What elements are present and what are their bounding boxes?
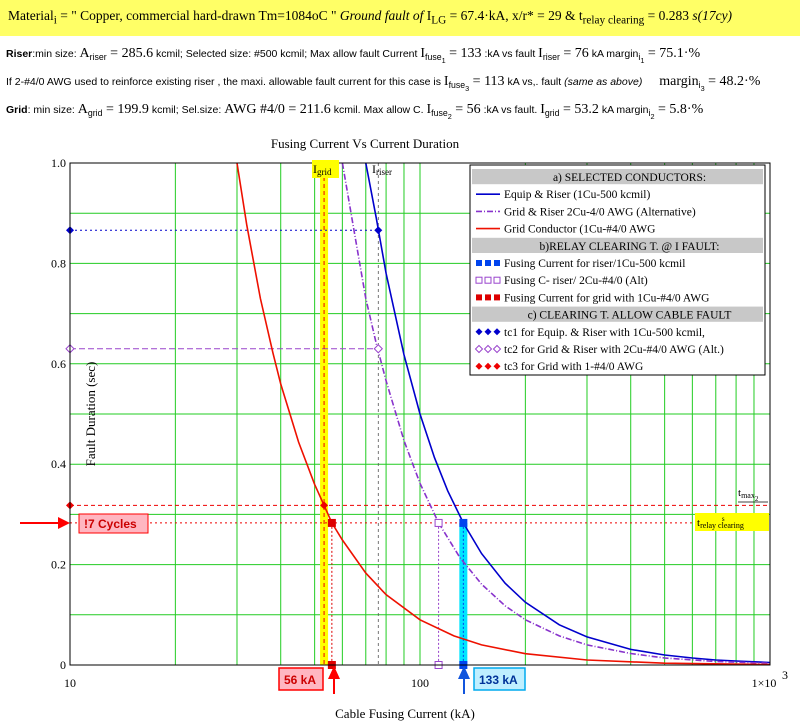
ka133-label-box — [473, 667, 526, 691]
cable-fault-marker — [373, 344, 383, 354]
tick-labels: 0 0.2 0.4 0.6 0.8 1.0 10 100 1×10 3 — [51, 156, 788, 690]
legend-swatch — [483, 344, 493, 354]
reference-lines — [70, 163, 770, 665]
legend-swatch — [475, 276, 483, 284]
legend-entry: tc2 for Grid & Riser with 2Cu-#4/0 AWG (… — [504, 344, 724, 356]
y-tick-label: 0 — [60, 658, 66, 672]
legend-swatch — [485, 260, 491, 266]
legend-entry: tc3 for Grid with 1-#4/0 AWG — [504, 361, 643, 373]
legend-entry: Fusing Current for grid with 1Cu-#4/0 AW… — [504, 292, 709, 304]
y-tick-label: 1.0 — [51, 156, 66, 170]
legend-swatch — [475, 328, 483, 336]
ka133-arrow-head — [458, 666, 470, 679]
grid-label: Grid — [6, 104, 28, 116]
legend-swatch — [476, 294, 482, 301]
y-axis-label: Fault Duration (sec) — [83, 362, 98, 467]
cable-fault-marker — [320, 501, 329, 510]
highlight-bands — [320, 163, 468, 665]
tmax-label: tmax2 — [738, 487, 759, 503]
relay-marker-alt — [434, 518, 443, 527]
series-line — [365, 162, 771, 664]
legend-swatch — [493, 328, 501, 336]
ka56-label-box — [278, 667, 324, 691]
x-tick-label: 100 — [411, 676, 429, 690]
legend-swatch — [474, 344, 484, 354]
legend-box — [469, 164, 766, 376]
legend-entry: tc1 for Equip. & Riser with 1Cu-500 kcmi… — [504, 327, 705, 339]
legend-swatch — [475, 362, 483, 370]
igrid-band — [320, 163, 329, 665]
material-label: Material — [8, 8, 54, 23]
plot-frame — [69, 162, 771, 666]
riser-row: Riser:min size: Ariser = 285.6 kcmil; Se… — [6, 46, 701, 65]
series-line — [236, 162, 771, 666]
x-tick-label: 1×10 — [752, 676, 777, 690]
relay-marker — [459, 518, 468, 527]
cycles-label-box — [78, 513, 149, 534]
legend-header: c) CLEARING T. ALLOW CABLE FAULT — [528, 310, 732, 322]
legend-swatch — [484, 362, 492, 370]
relay-cycles: s(17cy) — [692, 8, 733, 23]
legend-header: b)RELAY CLEARING T. @ I FAULT: — [540, 241, 720, 253]
cable-fault-marker — [374, 226, 383, 235]
ground-fault-label: Ground fault of — [339, 8, 424, 23]
legend-swatch — [485, 294, 491, 301]
legend-entry: Fusing C- riser/ 2Cu-#4/0 (Alt) — [504, 275, 648, 287]
legend-swatch — [493, 362, 501, 370]
x-tick-label: 10 — [64, 676, 76, 690]
ka133-label: 133 kA — [479, 673, 518, 687]
igrid-label: Igrid — [313, 162, 332, 177]
y-tick-label: 0.8 — [51, 256, 66, 270]
riser-fuse-band — [459, 522, 468, 665]
grid-row: Grid: min size: Agrid = 199.9 kcmil; Sel… — [6, 102, 704, 121]
trelay-label: trelay clearings — [697, 515, 744, 530]
cycles-arrow-head — [58, 517, 70, 529]
x-tick-exponent: 3 — [782, 668, 788, 682]
legend-entry: Grid & Riser 2Cu-4/0 AWG (Alternative) — [504, 206, 696, 218]
legend-swatch — [493, 276, 501, 284]
chart-legend: a) SELECTED CONDUCTORS: Equip & Riser (1C… — [469, 164, 766, 376]
legend-swatch — [484, 276, 492, 284]
legend-header-bg — [472, 306, 763, 322]
trelay-label-bg — [695, 513, 769, 531]
legend-header-bg — [472, 237, 763, 253]
ka56-label: 56 kA — [284, 673, 316, 687]
alt-row: If 2-#4/0 AWG used to reinforce existing… — [6, 74, 761, 93]
legend-swatch — [492, 344, 502, 354]
y-tick-label: 0.2 — [51, 558, 66, 572]
series-curves — [236, 162, 771, 666]
legend-header: a) SELECTED CONDUCTORS: — [553, 172, 706, 184]
chart-title: Fusing Current Vs Current Duration — [271, 136, 460, 151]
riser-label: Riser — [6, 48, 33, 60]
legend-header-bg — [472, 169, 763, 185]
relay-marker — [327, 518, 336, 527]
data-markers — [65, 226, 468, 669]
legend-entry: Grid Conductor (1Cu-#4/0 AWG — [504, 224, 655, 236]
legend-entry: Fusing Current for riser/1Cu-500 kcmil — [504, 258, 685, 270]
legend-swatch — [494, 294, 500, 301]
cycles-label: !7 Cycles — [84, 517, 137, 531]
y-tick-label: 0.6 — [51, 357, 66, 371]
ka56-arrow-head — [328, 666, 340, 679]
legend-swatch — [494, 260, 500, 266]
x-axis-label: Cable Fusing Current (kA) — [335, 706, 475, 721]
legend-swatch — [484, 328, 492, 336]
header-banner: Materiali = " Copper, commercial hard-dr… — [0, 0, 800, 36]
y-tick-label: 0.4 — [51, 457, 66, 471]
legend-swatch — [476, 260, 482, 266]
series-line — [341, 162, 771, 664]
legend-entry: Equip & Riser (1Cu-500 kcmil) — [504, 189, 650, 201]
igrid-label-bg — [312, 160, 339, 178]
iriser-label: Iriser — [372, 162, 392, 177]
